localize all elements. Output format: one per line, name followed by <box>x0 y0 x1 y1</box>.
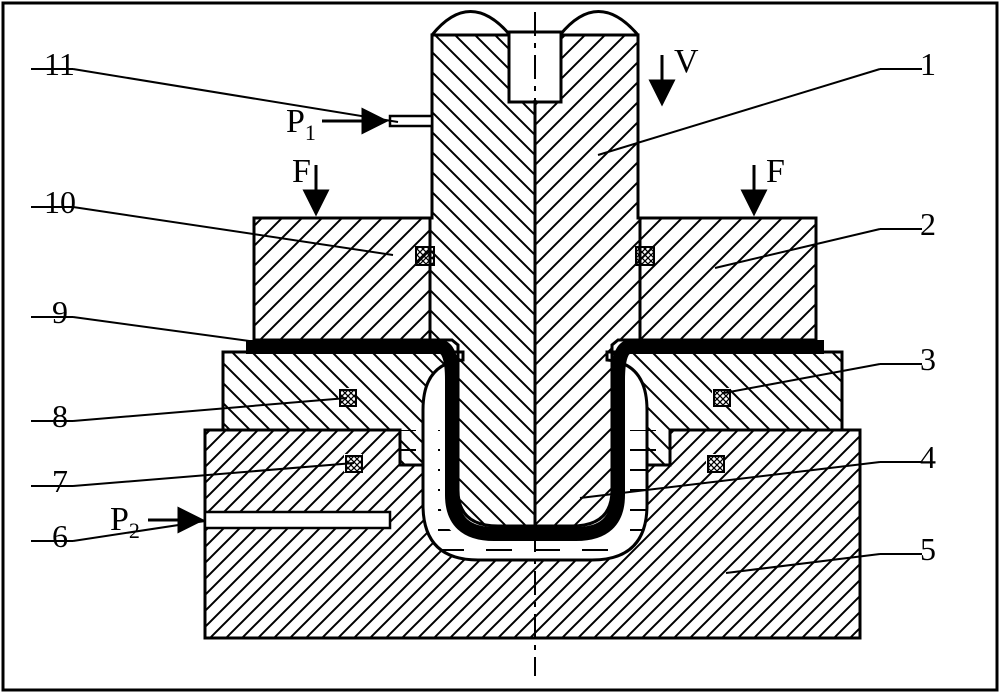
leader-11 <box>73 69 398 122</box>
label-P1: P1 <box>286 103 316 145</box>
leader-1 <box>598 69 880 155</box>
label-F-left: F <box>292 153 311 190</box>
leader-9 <box>73 317 279 345</box>
callout-4: 4 <box>920 439 936 475</box>
callout-11: 11 <box>44 46 75 82</box>
callout-6: 6 <box>52 518 68 554</box>
callout-7: 7 <box>52 463 68 499</box>
callout-1: 1 <box>920 46 936 82</box>
label-V: V <box>674 43 699 80</box>
label-F-right: F <box>766 153 785 190</box>
callout-5: 5 <box>920 531 936 567</box>
callout-8: 8 <box>52 398 68 434</box>
callout-9: 9 <box>52 294 68 330</box>
callout-10: 10 <box>44 184 76 220</box>
callout-3: 3 <box>920 341 936 377</box>
label-P2: P2 <box>110 501 140 543</box>
callout-2: 2 <box>920 206 936 242</box>
